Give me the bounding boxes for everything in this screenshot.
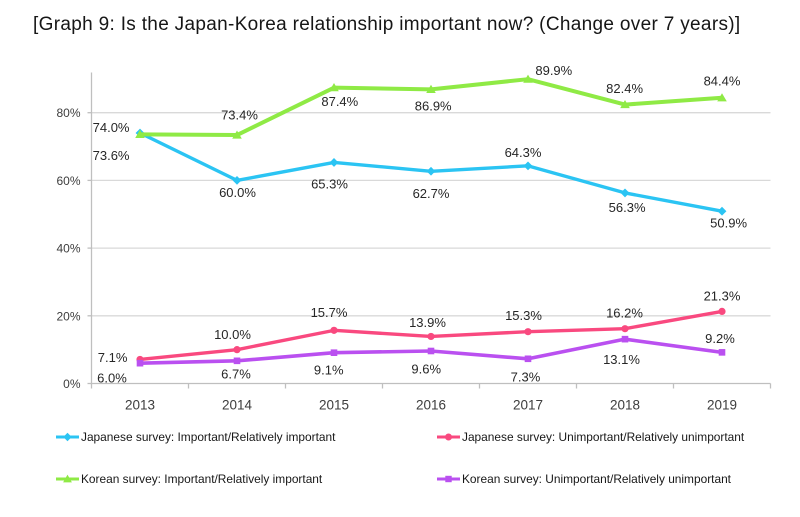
x-axis-label: 2017 (513, 398, 543, 413)
data-label: 86.9% (415, 99, 452, 114)
data-label: 9.1% (314, 362, 344, 377)
data-label: 82.4% (606, 81, 643, 96)
marker-circle (621, 325, 629, 333)
marker-square (427, 347, 435, 355)
x-axis-label: 2018 (610, 398, 640, 413)
marker-diamond (620, 188, 630, 198)
marker-square (330, 349, 338, 356)
data-label: 56.3% (609, 200, 646, 215)
data-label: 16.2% (606, 305, 643, 320)
data-label: 74.0% (93, 120, 130, 135)
data-label: 9.6% (411, 362, 441, 377)
marker-triangle (426, 84, 436, 93)
marker-square (233, 357, 241, 365)
data-label: 21.3% (704, 289, 741, 304)
series-2 (135, 74, 727, 139)
x-axis-label: 2016 (416, 398, 446, 413)
y-axis-label: 0% (63, 377, 81, 391)
data-label: 89.9% (535, 63, 572, 78)
series-labels-1: 7.1% 10.0% 15.7% 13.9% 15.3% 16.2% 21.3% (98, 289, 741, 366)
marker-circle (524, 328, 532, 336)
marker-square (524, 355, 532, 363)
data-label: 15.3% (505, 308, 542, 323)
series-labels-0: 74.0% 60.0% 65.3% 62.7% 64.3% 56.3% 50.9% (93, 120, 748, 230)
series-labels-3: 6.0% 6.7% 9.1% 9.6% 7.3% 13.1% 9.2% (97, 331, 735, 385)
x-axis-label: 2015 (319, 398, 349, 413)
data-label: 84.4% (704, 74, 741, 89)
data-label: 6.7% (221, 367, 251, 382)
data-label: 9.2% (705, 331, 735, 346)
marker-circle (330, 326, 338, 334)
data-label: 62.7% (413, 186, 450, 201)
marker-square (621, 335, 629, 343)
x-axis-label: 2019 (707, 398, 737, 413)
data-label: 13.1% (603, 352, 640, 367)
y-axis-label: 20% (56, 309, 80, 323)
marker-square (718, 349, 726, 356)
chart-title: [Graph 9: Is the Japan-Korea relationshi… (33, 14, 741, 35)
data-label: 60.0% (219, 185, 256, 200)
marker-diamond (426, 166, 436, 176)
data-label: 10.0% (214, 327, 251, 342)
marker-diamond (717, 206, 727, 216)
marker-triangle (135, 129, 145, 138)
marker-triangle (232, 130, 242, 139)
data-label: 64.3% (505, 145, 542, 160)
marker-diamond (523, 161, 533, 171)
series-labels-2: 73.6% 73.4% 87.4% 86.9% 89.9% 82.4% 84.4% (93, 63, 741, 163)
data-label: 65.3% (311, 176, 348, 191)
x-axis-label: 2013 (125, 398, 155, 413)
data-label: 73.4% (221, 108, 258, 123)
marker-triangle (523, 74, 533, 83)
marker-diamond (329, 158, 339, 167)
data-label: 6.0% (97, 370, 127, 385)
y-axis-label: 80% (56, 106, 80, 120)
marker-circle (718, 307, 726, 315)
marker-square (136, 359, 144, 367)
marker-triangle (717, 93, 727, 102)
y-axis-label: 60% (56, 174, 80, 188)
data-label: 13.9% (409, 315, 446, 330)
marker-diamond (232, 176, 242, 185)
y-axis-label: 40% (56, 242, 80, 256)
data-label: 73.6% (93, 148, 130, 163)
data-label: 15.7% (311, 305, 348, 320)
marker-triangle (329, 83, 339, 92)
data-label: 50.9% (710, 215, 747, 230)
data-label: 7.1% (98, 350, 128, 365)
marker-triangle (620, 99, 630, 109)
marker-circle (233, 346, 241, 354)
data-label: 7.3% (511, 370, 541, 385)
data-label: 87.4% (321, 94, 358, 109)
series-3 (136, 335, 726, 367)
marker-circle (427, 332, 435, 341)
x-axis-label: 2014 (222, 398, 253, 413)
